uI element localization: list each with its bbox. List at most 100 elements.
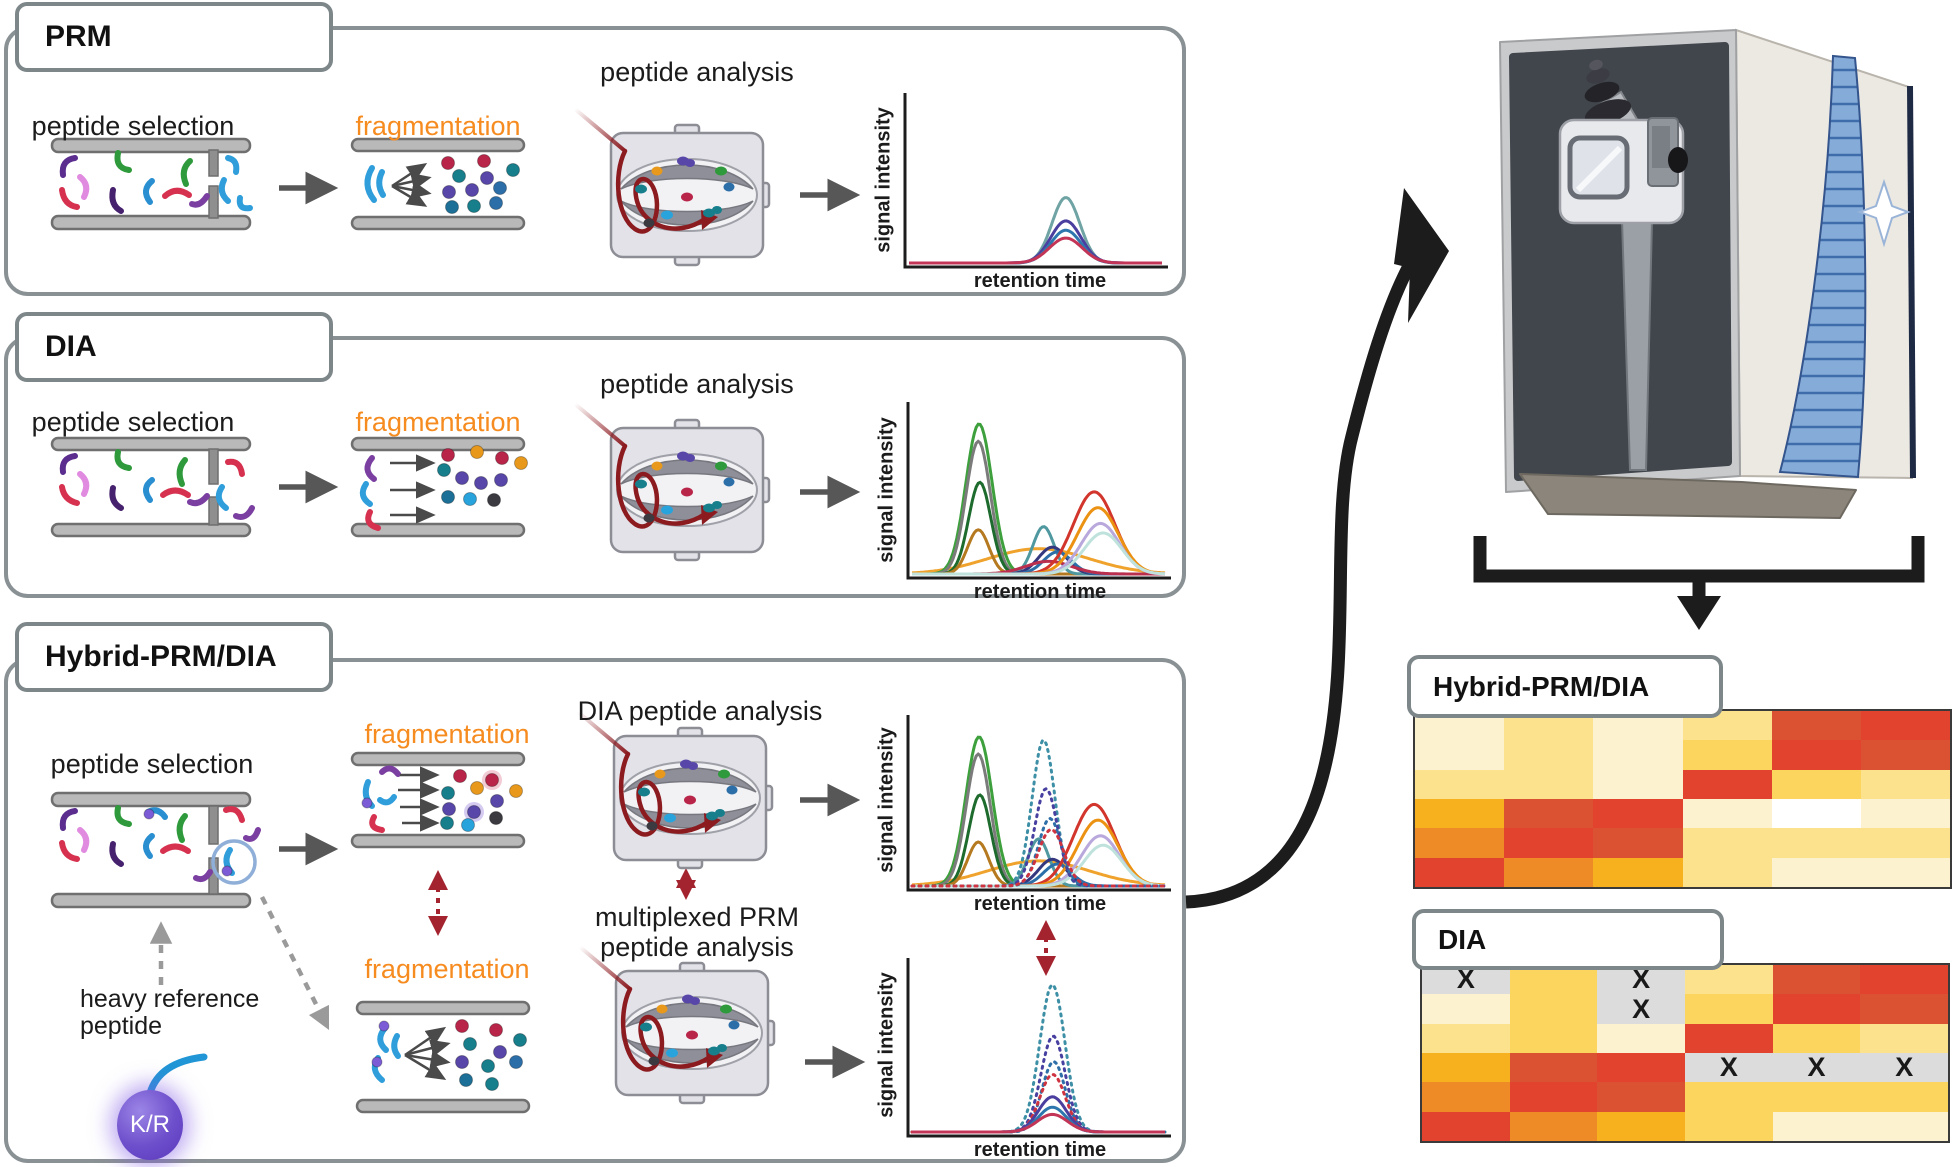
heatmap-cell: X xyxy=(1597,994,1686,1024)
heatmap-cell xyxy=(1771,828,1861,858)
workflow-to-instrument-arrow xyxy=(1185,188,1449,909)
heatmap-cell xyxy=(1422,1023,1510,1053)
prm-x-axis-label: retention time xyxy=(973,270,1107,292)
instrument-base xyxy=(1519,473,1857,519)
hybrid-prm-y-axis-label: signal intensity xyxy=(875,972,898,1118)
label-dia-fragmentation: fragmentation xyxy=(355,407,521,437)
heatmap-cell xyxy=(1772,994,1861,1024)
chart-series-indigo xyxy=(909,219,1162,265)
hybrid-dia-x-axis-label: retention time xyxy=(973,893,1107,915)
heatmap-cell xyxy=(1860,711,1951,741)
label-hybrid-prm-analysis: multiplexed PRM peptide analysis xyxy=(594,902,800,962)
selected-peptide-circle xyxy=(211,839,257,885)
heatmap-cell xyxy=(1415,828,1505,858)
label-dia-analysis: peptide analysis xyxy=(600,369,794,399)
panel-title-prm: PRM xyxy=(15,2,333,72)
heatmap-cell xyxy=(1415,740,1505,770)
chart-axes xyxy=(906,715,1171,892)
hybrid-dia-y-axis-label: signal intensity xyxy=(875,727,898,873)
heatmap-cell xyxy=(1504,828,1594,858)
heatmap-row xyxy=(1415,857,1951,887)
chart-hybrid-prm xyxy=(906,958,1171,1138)
heatmap-row xyxy=(1415,769,1951,799)
chart-series-spiked-red xyxy=(910,828,1167,888)
fragmentation-icon-hybrid-top xyxy=(350,751,526,849)
heatmap-cell xyxy=(1682,828,1772,858)
heatmap-cell: X xyxy=(1685,1052,1773,1083)
heatmap-cell xyxy=(1593,740,1683,770)
blue-ribbed-strip xyxy=(1778,54,1867,479)
heatmap-row: X xyxy=(1422,994,1949,1024)
label-hybrid-fragmentation-top: fragmentation xyxy=(364,719,530,749)
heatmap-cell xyxy=(1860,1111,1949,1141)
heatmap-cell xyxy=(1772,965,1861,995)
heatmap-cell xyxy=(1772,1111,1861,1141)
heatmap-cell xyxy=(1685,1111,1773,1141)
heavy-peptide-tail xyxy=(146,1053,208,1097)
chart-axes xyxy=(906,958,1171,1138)
heatmap-cell xyxy=(1771,740,1861,770)
chart-axes xyxy=(903,93,1168,269)
label-hybrid-dia-analysis: DIA peptide analysis xyxy=(577,696,823,726)
heatmap-cell xyxy=(1597,1023,1686,1053)
heatmap-cell xyxy=(1422,1111,1510,1141)
heatmap-cell xyxy=(1422,1052,1510,1083)
chart-series-pale-cyan xyxy=(912,531,1166,576)
heatmap-cell xyxy=(1860,1023,1949,1053)
heatmap-cell xyxy=(1771,857,1861,887)
heatmap-cell xyxy=(1771,711,1861,741)
heatmap-cell xyxy=(1860,965,1949,995)
panel-title-prm-text: PRM xyxy=(45,20,112,53)
panel-title-hybrid: Hybrid-PRM/DIA xyxy=(15,622,333,692)
heatmap-cell xyxy=(1509,1082,1598,1112)
heatmap-cell xyxy=(1771,798,1861,829)
heatmap-cell xyxy=(1504,769,1594,799)
panel-title-dia: DIA xyxy=(15,312,333,382)
chart-prm xyxy=(903,93,1168,269)
heatmap-cell xyxy=(1860,828,1951,858)
label-prm-selection: peptide selection xyxy=(31,111,235,141)
heatmap-row xyxy=(1422,1023,1949,1053)
instrument-logo-icon xyxy=(1857,178,1911,248)
heatmap-title-dia: DIA xyxy=(1412,909,1724,970)
dashed-gray-arrow-to-prm-frag xyxy=(259,895,330,1031)
label-prm-fragmentation: fragmentation xyxy=(355,111,521,141)
heatmap-cell xyxy=(1597,1052,1686,1083)
heatmap-cell xyxy=(1860,769,1951,799)
heatmap-row xyxy=(1422,1082,1949,1112)
heatmap-cell xyxy=(1593,857,1683,887)
label-hybrid-selection: peptide selection xyxy=(50,749,254,779)
chart-series-crimson xyxy=(909,236,1162,265)
heatmap-cell xyxy=(1415,798,1505,829)
heatmap-cell: X xyxy=(1860,1052,1949,1083)
peptide-selection-icon-dia xyxy=(50,436,255,538)
heatmap-cell xyxy=(1415,857,1505,887)
chart-series-crimson xyxy=(912,1112,1165,1134)
heatmap-cell xyxy=(1860,857,1951,887)
heatmap-cell xyxy=(1593,798,1683,829)
heatmap-cell xyxy=(1860,994,1949,1024)
heatmap-cell xyxy=(1415,769,1505,799)
heatmap-cell xyxy=(1682,769,1772,799)
heatmap-cell xyxy=(1682,857,1772,887)
peptide-selection-icon-hybrid xyxy=(50,791,261,909)
heatmap-cell xyxy=(1685,994,1773,1024)
prm-y-axis-label: signal intensity xyxy=(872,107,895,253)
heatmap-cell xyxy=(1422,994,1510,1024)
mass-spectrometer-icon xyxy=(1499,28,1916,519)
heatmap-cell xyxy=(1504,857,1594,887)
label-prm-analysis: peptide analysis xyxy=(600,57,794,87)
dia-y-axis-label: signal intensity xyxy=(875,417,898,563)
fragmentation-icon-hybrid-bottom xyxy=(355,1000,531,1114)
heatmap-cell xyxy=(1504,740,1594,770)
heatmap-cell xyxy=(1860,1082,1949,1112)
heatmap-row xyxy=(1415,828,1951,858)
heatmap-title-dia-text: DIA xyxy=(1438,923,1487,955)
heatmap-cell xyxy=(1597,1082,1686,1112)
peptide-selection-icon-prm xyxy=(50,137,253,231)
heatmap-row xyxy=(1415,740,1951,770)
heatmap-hybrid xyxy=(1413,709,1952,889)
